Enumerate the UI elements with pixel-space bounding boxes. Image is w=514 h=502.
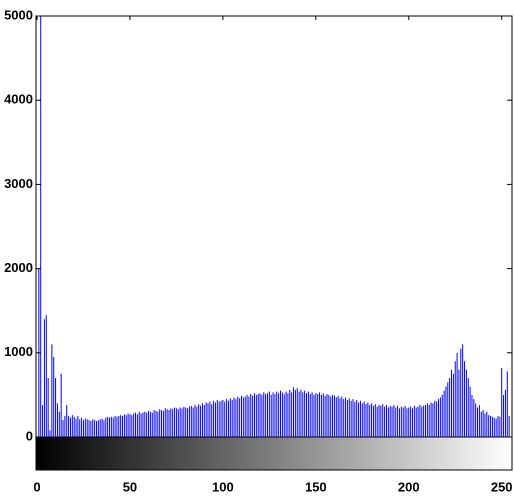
x-tick-label: 50 (123, 479, 137, 494)
x-tick-label: 0 (33, 479, 40, 494)
y-tick-label: 1000 (4, 344, 33, 359)
x-tick-label: 150 (305, 479, 327, 494)
y-tick-label: 2000 (4, 260, 33, 275)
y-tick-label: 3000 (4, 176, 33, 191)
axes-box (35, 15, 513, 438)
colorbar (35, 436, 513, 471)
y-tick-label: 5000 (4, 7, 33, 22)
x-tick-label: 200 (398, 479, 420, 494)
y-tick-label: 4000 (4, 92, 33, 107)
x-tick-label: 100 (212, 479, 234, 494)
x-tick-label: 250 (491, 479, 513, 494)
y-tick-label: 0 (26, 428, 33, 443)
